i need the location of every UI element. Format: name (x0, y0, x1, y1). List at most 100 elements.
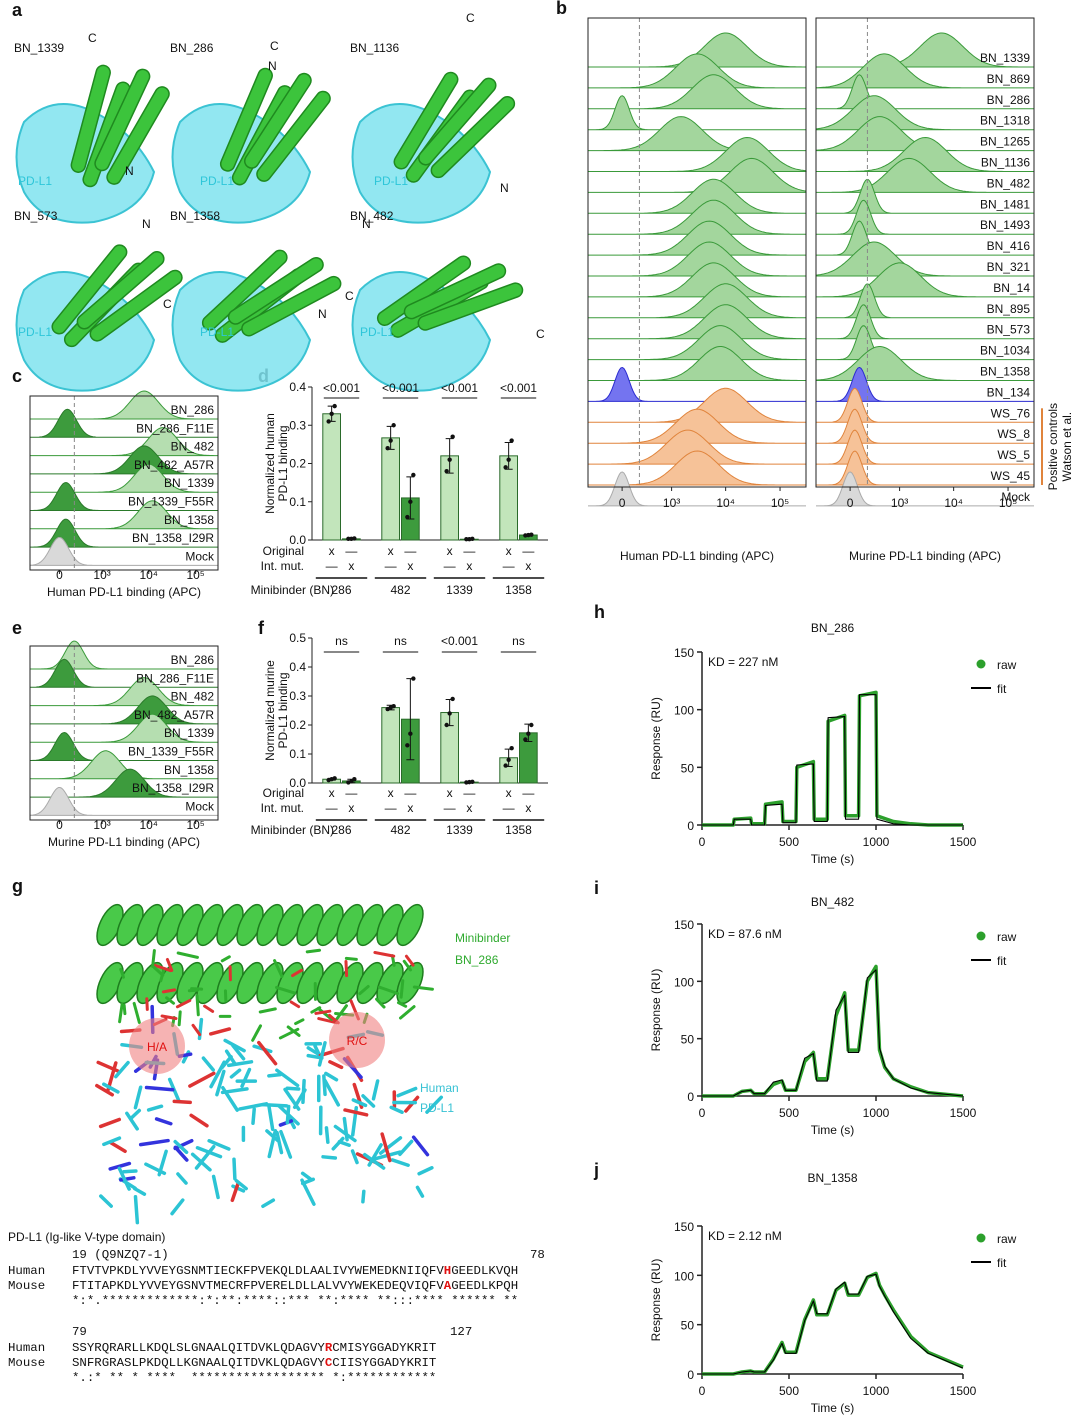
residue-stick (344, 959, 349, 978)
p-value: <0.001 (441, 381, 478, 395)
condition-blank: — (463, 544, 475, 558)
chart-title: BN_482 (811, 895, 855, 909)
conservation: *:*.*************:*:**:****::*** **:****… (72, 1294, 518, 1308)
replicate-point (405, 514, 410, 520)
replicate-point (408, 499, 413, 504)
plot-frame (29, 645, 219, 821)
condition-mark: x (525, 559, 531, 573)
residue-stick (361, 1189, 366, 1204)
x-tick-label: 10³ (663, 496, 680, 510)
x-tick-label: 0 (699, 1384, 706, 1398)
residue-stick (373, 950, 396, 958)
y-axis-label: PD-L1 binding (276, 672, 290, 748)
condition-blank: — (385, 559, 397, 573)
condition-blank: — (385, 801, 397, 815)
terminus-label: N (362, 217, 371, 231)
histogram-ridge (588, 32, 806, 68)
residue-stick (191, 1023, 202, 1037)
condition-mark: x (466, 801, 472, 815)
row-label: BN_1358 (164, 763, 214, 777)
residue-stick (96, 1060, 120, 1073)
residue-stick (344, 956, 358, 961)
residue-stick (175, 999, 192, 1009)
y-tick-label: 150 (674, 918, 694, 932)
histogram-ridge (30, 445, 218, 475)
residue-stick (122, 1003, 127, 1016)
condition-blank: — (404, 544, 416, 558)
condition-mark: x (348, 559, 354, 573)
residue-stick (165, 996, 176, 1005)
x-tick-label: 0 (56, 818, 63, 832)
x-tick-label: 286 (331, 583, 351, 597)
residue-stick (223, 1038, 246, 1053)
condition-blank: — (522, 786, 534, 800)
condition-blank: — (345, 544, 357, 558)
replicate-point (352, 777, 357, 782)
y-tick-label: 0.3 (289, 418, 306, 432)
bracket-label: Positive controls (1046, 403, 1060, 490)
plot-frame (587, 17, 807, 488)
x-axis-label: Murine PD-L1 binding (APC) (849, 549, 1001, 563)
row-label: WS_45 (991, 469, 1031, 483)
y-tick-label: 0.0 (289, 533, 306, 547)
panel-label: b (556, 0, 567, 18)
species-name: Mouse (8, 1279, 45, 1293)
replicate-point (411, 676, 416, 681)
histogram-ridge (30, 695, 218, 725)
residue-stick (189, 1113, 209, 1128)
position-start: 79 (72, 1325, 87, 1339)
p-value: ns (335, 634, 348, 648)
residue-stick (125, 1111, 139, 1131)
row-label: BN_134 (987, 385, 1031, 399)
residue-stick (98, 1117, 122, 1129)
x-axis-label: Time (s) (811, 1123, 855, 1137)
histogram-ridge (588, 178, 806, 214)
x-tick-label: 500 (779, 835, 799, 849)
condition-blank: — (326, 559, 338, 573)
y-tick-label: 0.1 (289, 495, 306, 509)
legend-marker (976, 931, 986, 941)
residue-stick (402, 959, 412, 972)
replicate-point (411, 472, 416, 478)
row-label: BN_1493 (980, 218, 1030, 232)
residue-stick (119, 967, 125, 979)
row-label: BN_1265 (980, 135, 1030, 149)
row-label: BN_895 (987, 302, 1031, 316)
residue-stick (231, 1184, 246, 1193)
row-label: BN_286 (987, 93, 1031, 107)
y-axis-label: Response (RU) (649, 1259, 663, 1342)
residue-stick (215, 1069, 226, 1097)
mutation-label: H/A (147, 1040, 167, 1054)
replicate-point (529, 722, 534, 728)
replicate-point (523, 737, 528, 742)
series-line (702, 694, 963, 826)
replicate-point (470, 779, 475, 785)
residue-stick (195, 994, 200, 1017)
target-label: PD-L1 (18, 325, 52, 339)
series-line (702, 964, 964, 1098)
residue-stick (361, 1094, 376, 1108)
row-label: BN_482_A57R (134, 708, 214, 722)
x-axis-label: Murine PD-L1 binding (APC) (48, 835, 200, 849)
residue-stick (108, 1140, 127, 1153)
replicate-point (405, 743, 410, 748)
histogram-ridge (816, 366, 1034, 402)
target-label: PD-L1 (420, 1101, 454, 1115)
residue-stick (95, 1083, 114, 1097)
y-tick-label: 150 (674, 646, 694, 660)
residue-stick (117, 1166, 131, 1191)
sequence-part: SSYRQRARLLKDQLSLGNAALQITDVKLQDAGVY (72, 1341, 325, 1355)
legend-label: raw (997, 930, 1017, 944)
position-end: 78 (530, 1248, 545, 1262)
series-line (702, 1271, 964, 1376)
terminus-label: N (318, 307, 327, 321)
x-tick-label: 0 (699, 1106, 706, 1120)
residue-stick (207, 1139, 231, 1151)
x-axis-label: Human PD-L1 binding (APC) (47, 585, 201, 599)
histogram-ridge (588, 220, 806, 256)
residue-stick (389, 1105, 404, 1114)
x-tick-label: 10⁴ (139, 818, 158, 832)
histogram-ridge (30, 518, 218, 548)
target-label: PD-L1 (200, 325, 234, 339)
residue-stick (350, 1149, 359, 1165)
